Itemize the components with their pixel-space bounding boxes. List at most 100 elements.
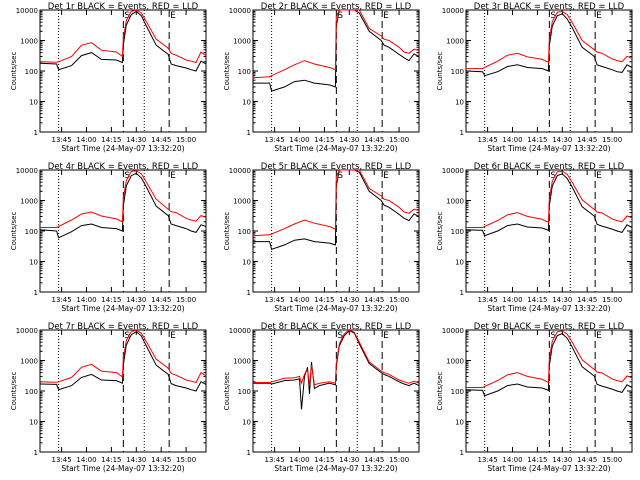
chart-panel-3: Det 3r BLACK = Events, RED = LLD 1 10 100 10… <box>436 2 633 153</box>
x-tick-label: 14:45 <box>151 456 171 464</box>
x-tick-label: 14:15 <box>527 136 547 144</box>
x-tick-label: 15:00 <box>176 136 196 144</box>
x-tick-label: 14:45 <box>151 296 171 304</box>
y-tick-label: 100 <box>451 388 464 396</box>
y-tick-label: 100 <box>238 228 251 236</box>
y-tick-label: 1 <box>34 449 38 457</box>
y-tick-label: 10 <box>29 259 38 267</box>
marker-label-e: E <box>383 331 389 341</box>
x-tick-label: 14:15 <box>527 296 547 304</box>
x-tick-label: 15:00 <box>176 296 196 304</box>
x-axis-label: Start Time (24-May-07 13:32:20) <box>274 464 397 473</box>
x-tick-label: 13:45 <box>52 136 72 144</box>
x-tick-label: 14:30 <box>552 296 572 304</box>
y-axis-label: Counts/sec <box>10 52 18 91</box>
y-tick-label: 1000 <box>233 198 251 206</box>
y-axis-label: Counts/sec <box>10 372 18 411</box>
x-tick-label: 14:30 <box>339 456 359 464</box>
series-events-line <box>253 10 419 92</box>
y-tick-label: 100 <box>238 68 251 76</box>
y-tick-label: 1 <box>34 289 38 297</box>
y-tick-label: 1000 <box>20 198 38 206</box>
y-tick-label: 1 <box>247 289 251 297</box>
y-tick-label: 10000 <box>442 7 464 15</box>
series-events-line <box>40 172 206 239</box>
y-tick-label: 1000 <box>233 358 251 366</box>
y-tick-label: 100 <box>451 228 464 236</box>
y-tick-label: 100 <box>25 228 38 236</box>
x-tick-label: 15:00 <box>389 456 409 464</box>
y-tick-label: 1000 <box>446 198 464 206</box>
x-tick-label: 13:45 <box>478 296 498 304</box>
x-tick-label: 14:45 <box>364 136 384 144</box>
x-tick-label: 14:30 <box>552 456 572 464</box>
y-tick-label: 10 <box>242 99 251 107</box>
x-axis-label: Start Time (24-May-07 13:32:20) <box>274 144 397 153</box>
y-axis-label: Counts/sec <box>223 372 231 411</box>
marker-label-e: E <box>170 331 176 341</box>
x-tick-label: 15:00 <box>602 296 622 304</box>
x-tick-label: 13:45 <box>265 136 285 144</box>
y-tick-label: 1 <box>247 129 251 137</box>
x-tick-label: 14:30 <box>339 296 359 304</box>
series-events-line <box>466 333 632 397</box>
x-tick-label: 14:00 <box>502 296 522 304</box>
chart-title: Det 6r BLACK = Events, RED = LLD <box>474 162 625 172</box>
x-axis-label: Start Time (24-May-07 13:32:20) <box>487 304 610 313</box>
series-events-line <box>40 331 206 392</box>
y-tick-label: 10 <box>29 419 38 427</box>
chart-title: Det 9r BLACK = Events, RED = LLD <box>474 322 625 332</box>
x-tick-label: 14:15 <box>314 296 334 304</box>
marker-label-e: E <box>596 171 602 181</box>
series-events-line <box>466 13 632 77</box>
chart-title: Det 7r BLACK = Events, RED = LLD <box>48 322 199 332</box>
y-tick-label: 100 <box>238 388 251 396</box>
y-tick-label: 1 <box>460 449 464 457</box>
series-lld-line <box>40 10 206 64</box>
series-events-line <box>253 170 419 251</box>
x-axis-label: Start Time (24-May-07 13:32:20) <box>61 144 184 153</box>
chart-panel-1: Det 1r BLACK = Events, RED = LLD 1 10 100 10… <box>10 2 207 153</box>
y-tick-label: 10 <box>242 259 251 267</box>
x-tick-label: 14:30 <box>126 296 146 304</box>
x-tick-label: 13:45 <box>478 456 498 464</box>
y-tick-label: 10 <box>455 99 464 107</box>
x-tick-label: 13:45 <box>265 456 285 464</box>
y-tick-label: 1000 <box>446 38 464 46</box>
x-tick-label: 14:30 <box>126 456 146 464</box>
marker-label-e: E <box>596 331 602 341</box>
chart-panel-8: Det 8r BLACK = Events, RED = LLD 1 10 100 10… <box>223 322 420 473</box>
series-events-line <box>466 173 632 237</box>
y-tick-label: 10 <box>29 99 38 107</box>
x-tick-label: 14:15 <box>101 456 121 464</box>
y-tick-label: 10 <box>242 419 251 427</box>
y-axis-label: Counts/sec <box>436 212 444 251</box>
x-tick-label: 14:00 <box>289 136 309 144</box>
marker-label-e: E <box>170 11 176 21</box>
x-tick-label: 13:45 <box>52 296 72 304</box>
x-tick-label: 14:00 <box>289 456 309 464</box>
x-tick-label: 14:45 <box>151 136 171 144</box>
x-tick-label: 13:45 <box>52 456 72 464</box>
y-tick-label: 10 <box>455 259 464 267</box>
x-tick-label: 15:00 <box>389 136 409 144</box>
x-tick-label: 13:45 <box>265 296 285 304</box>
marker-label-s: S <box>124 171 130 181</box>
marker-label-s: S <box>124 331 130 341</box>
x-tick-label: 15:00 <box>389 296 409 304</box>
y-tick-label: 10000 <box>229 327 251 335</box>
y-axis-label: Counts/sec <box>223 52 231 91</box>
chart-panel-9: Det 9r BLACK = Events, RED = LLD 1 10 100 10… <box>436 322 633 473</box>
x-axis-label: Start Time (24-May-07 13:32:20) <box>487 144 610 153</box>
y-tick-label: 1 <box>34 129 38 137</box>
y-tick-label: 1000 <box>446 358 464 366</box>
series-lld-line <box>466 170 632 228</box>
y-tick-label: 10000 <box>16 167 38 175</box>
x-tick-label: 14:45 <box>577 456 597 464</box>
y-tick-label: 1 <box>247 449 251 457</box>
x-tick-label: 14:15 <box>314 456 334 464</box>
x-tick-label: 14:15 <box>101 136 121 144</box>
y-axis-label: Counts/sec <box>436 52 444 91</box>
x-tick-label: 14:30 <box>339 136 359 144</box>
y-tick-label: 10000 <box>229 7 251 15</box>
